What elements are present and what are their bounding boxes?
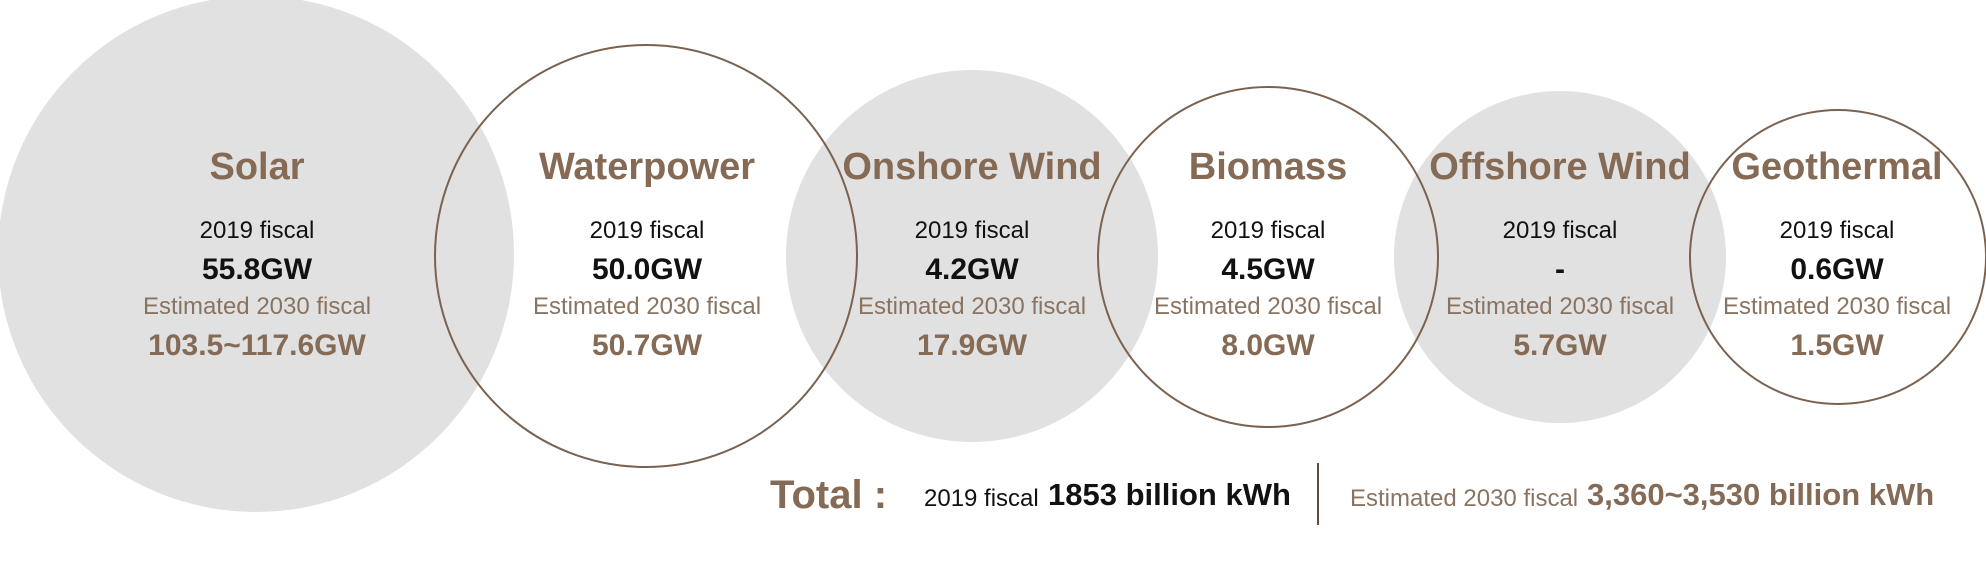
estimated-2030-label: Estimated 2030 fiscal bbox=[1722, 293, 1952, 320]
source-name: Biomass bbox=[1188, 146, 1348, 188]
source-waterpower: Waterpower 2019 fiscal 50.0GW Estimated … bbox=[477, 148, 817, 363]
source-name: Waterpower bbox=[538, 146, 756, 188]
estimated-2030-label: Estimated 2030 fiscal bbox=[142, 293, 372, 320]
waterpower-circle bbox=[434, 44, 858, 468]
estimated-2030-value: 103.5~117.6GW bbox=[148, 329, 366, 362]
total-fiscal-2019-label: 2019 fiscal bbox=[924, 485, 1039, 512]
estimated-2030-value: 50.7GW bbox=[591, 329, 703, 362]
solar-circle bbox=[0, 0, 514, 512]
total-fiscal-2019-value: 1853 billion kWh bbox=[1048, 477, 1291, 512]
total-estimated-2030-value: 3,360~3,530 billion kWh bbox=[1587, 477, 1935, 512]
fiscal-2019-label: 2019 fiscal bbox=[914, 217, 1030, 244]
total-row: Total : 2019 fiscal 1853 billion kWh Est… bbox=[770, 463, 1950, 528]
fiscal-2019-label: 2019 fiscal bbox=[1502, 217, 1618, 244]
total-estimated-2030-label: Estimated 2030 fiscal bbox=[1350, 485, 1579, 512]
total-title: Total : bbox=[770, 473, 888, 517]
source-offshore-wind: Offshore Wind 2019 fiscal - Estimated 20… bbox=[1390, 148, 1730, 363]
fiscal-2019-value: 55.8GW bbox=[201, 253, 313, 286]
source-biomass: Biomass 2019 fiscal 4.5GW Estimated 2030… bbox=[1098, 148, 1438, 363]
fiscal-2019-label: 2019 fiscal bbox=[199, 217, 315, 244]
source-name: Solar bbox=[209, 146, 305, 188]
estimated-2030-value: 17.9GW bbox=[916, 329, 1028, 362]
total-divider bbox=[1317, 463, 1319, 525]
estimated-2030-value: 5.7GW bbox=[1513, 329, 1607, 362]
fiscal-2019-label: 2019 fiscal bbox=[1779, 217, 1895, 244]
estimated-2030-label: Estimated 2030 fiscal bbox=[1445, 293, 1675, 320]
source-onshore-wind: Onshore Wind 2019 fiscal 4.2GW Estimated… bbox=[802, 148, 1142, 363]
offshore-wind-circle bbox=[1394, 91, 1726, 423]
source-geothermal: Geothermal 2019 fiscal 0.6GW Estimated 2… bbox=[1667, 148, 1986, 363]
estimated-2030-label: Estimated 2030 fiscal bbox=[532, 293, 762, 320]
fiscal-2019-value: 4.2GW bbox=[925, 253, 1019, 286]
source-name: Offshore Wind bbox=[1429, 146, 1691, 188]
biomass-circle bbox=[1097, 86, 1439, 428]
fiscal-2019-value: 0.6GW bbox=[1790, 253, 1884, 286]
fiscal-2019-label: 2019 fiscal bbox=[1210, 217, 1326, 244]
estimated-2030-value: 8.0GW bbox=[1221, 329, 1315, 362]
source-name: Geothermal bbox=[1731, 146, 1943, 188]
source-solar: Solar 2019 fiscal 55.8GW Estimated 2030 … bbox=[87, 148, 427, 363]
estimated-2030-label: Estimated 2030 fiscal bbox=[1153, 293, 1383, 320]
estimated-2030-label: Estimated 2030 fiscal bbox=[857, 293, 1087, 320]
fiscal-2019-value: 50.0GW bbox=[591, 253, 703, 286]
source-name: Onshore Wind bbox=[842, 146, 1102, 188]
fiscal-2019-label: 2019 fiscal bbox=[589, 217, 705, 244]
fiscal-2019-value: 4.5GW bbox=[1221, 253, 1315, 286]
fiscal-2019-value: - bbox=[1555, 253, 1565, 286]
estimated-2030-value: 1.5GW bbox=[1790, 329, 1884, 362]
